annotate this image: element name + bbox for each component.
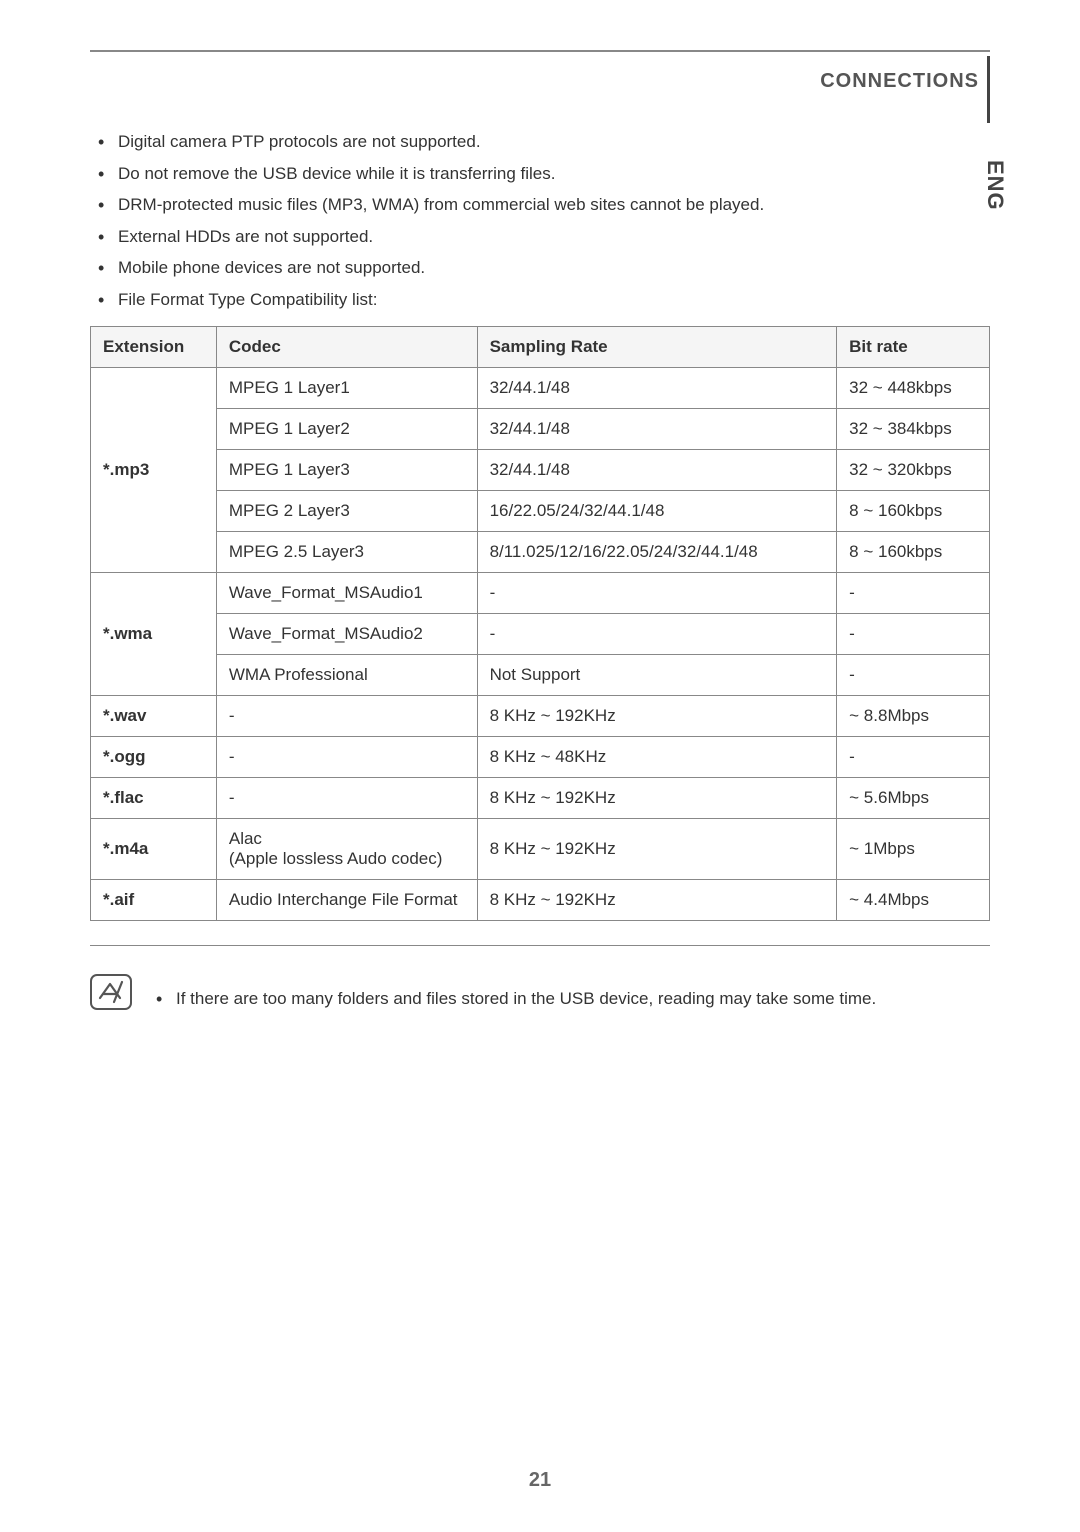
table-row: *.m4aAlac (Apple lossless Audo codec)8 K… [91, 819, 990, 880]
cell-sampling-rate: 32/44.1/48 [477, 368, 837, 409]
list-item: Mobile phone devices are not supported. [90, 255, 990, 281]
note-icon [90, 974, 132, 1010]
table-row: MPEG 2 Layer316/22.05/24/32/44.1/488 ~ 1… [91, 491, 990, 532]
list-item: External HDDs are not supported. [90, 224, 990, 250]
cell-codec: Wave_Format_MSAudio1 [216, 573, 477, 614]
separator [90, 945, 990, 946]
footnote-item: If there are too many folders and files … [148, 986, 876, 1012]
cell-codec: Alac (Apple lossless Audo codec) [216, 819, 477, 880]
cell-sampling-rate: 8/11.025/12/16/22.05/24/32/44.1/48 [477, 532, 837, 573]
cell-sampling-rate: 8 KHz ~ 192KHz [477, 778, 837, 819]
table-row: *.flac-8 KHz ~ 192KHz~ 5.6Mbps [91, 778, 990, 819]
cell-codec: - [216, 778, 477, 819]
table-row: MPEG 1 Layer232/44.1/4832 ~ 384kbps [91, 409, 990, 450]
cell-sampling-rate: 8 KHz ~ 192KHz [477, 880, 837, 921]
table-row: *.wav-8 KHz ~ 192KHz~ 8.8Mbps [91, 696, 990, 737]
cell-bit-rate: - [837, 614, 990, 655]
cell-bit-rate: 32 ~ 448kbps [837, 368, 990, 409]
cell-extension: *.aif [91, 880, 217, 921]
cell-extension: *.wma [91, 573, 217, 696]
table-row: WMA ProfessionalNot Support- [91, 655, 990, 696]
cell-bit-rate: ~ 1Mbps [837, 819, 990, 880]
page-number: 21 [0, 1469, 1080, 1492]
table-header-row: Extension Codec Sampling Rate Bit rate [91, 327, 990, 368]
cell-sampling-rate: 16/22.05/24/32/44.1/48 [477, 491, 837, 532]
cell-codec: MPEG 1 Layer3 [216, 450, 477, 491]
footnote-block: If there are too many folders and files … [90, 974, 990, 1018]
table-row: MPEG 1 Layer332/44.1/4832 ~ 320kbps [91, 450, 990, 491]
table-row: *.aifAudio Interchange File Format8 KHz … [91, 880, 990, 921]
cell-sampling-rate: Not Support [477, 655, 837, 696]
cell-bit-rate: - [837, 573, 990, 614]
cell-sampling-rate: 8 KHz ~ 192KHz [477, 696, 837, 737]
cell-sampling-rate: 32/44.1/48 [477, 409, 837, 450]
section-title: CONNECTIONS [90, 56, 990, 123]
page: ENG CONNECTIONS Digital camera PTP proto… [0, 0, 1080, 1018]
list-item: Digital camera PTP protocols are not sup… [90, 129, 990, 155]
cell-sampling-rate: 8 KHz ~ 48KHz [477, 737, 837, 778]
cell-bit-rate: ~ 8.8Mbps [837, 696, 990, 737]
cell-extension: *.ogg [91, 737, 217, 778]
cell-codec: MPEG 2 Layer3 [216, 491, 477, 532]
cell-extension: *.mp3 [91, 368, 217, 573]
col-codec: Codec [216, 327, 477, 368]
cell-codec: WMA Professional [216, 655, 477, 696]
table-row: MPEG 2.5 Layer38/11.025/12/16/22.05/24/3… [91, 532, 990, 573]
cell-codec: MPEG 1 Layer2 [216, 409, 477, 450]
col-bit-rate: Bit rate [837, 327, 990, 368]
notes-list: Digital camera PTP protocols are not sup… [90, 129, 990, 312]
table-row: *.mp3MPEG 1 Layer132/44.1/4832 ~ 448kbps [91, 368, 990, 409]
cell-codec: Audio Interchange File Format [216, 880, 477, 921]
col-extension: Extension [91, 327, 217, 368]
cell-bit-rate: ~ 4.4Mbps [837, 880, 990, 921]
cell-codec: - [216, 696, 477, 737]
cell-bit-rate: ~ 5.6Mbps [837, 778, 990, 819]
cell-bit-rate: - [837, 655, 990, 696]
cell-bit-rate: 8 ~ 160kbps [837, 532, 990, 573]
header-rule [90, 50, 990, 52]
list-item: Do not remove the USB device while it is… [90, 161, 990, 187]
footnote-list: If there are too many folders and files … [148, 980, 876, 1018]
table-row: Wave_Format_MSAudio2-- [91, 614, 990, 655]
cell-extension: *.wav [91, 696, 217, 737]
list-item: File Format Type Compatibility list: [90, 287, 990, 313]
cell-codec: MPEG 1 Layer1 [216, 368, 477, 409]
cell-bit-rate: 32 ~ 384kbps [837, 409, 990, 450]
cell-codec: Wave_Format_MSAudio2 [216, 614, 477, 655]
cell-codec: MPEG 2.5 Layer3 [216, 532, 477, 573]
cell-bit-rate: 32 ~ 320kbps [837, 450, 990, 491]
table-row: *.ogg-8 KHz ~ 48KHz- [91, 737, 990, 778]
cell-extension: *.m4a [91, 819, 217, 880]
table-row: *.wmaWave_Format_MSAudio1-- [91, 573, 990, 614]
compat-table: Extension Codec Sampling Rate Bit rate *… [90, 326, 990, 921]
cell-sampling-rate: - [477, 573, 837, 614]
list-item: DRM-protected music files (MP3, WMA) fro… [90, 192, 990, 218]
cell-sampling-rate: - [477, 614, 837, 655]
cell-sampling-rate: 32/44.1/48 [477, 450, 837, 491]
cell-codec: - [216, 737, 477, 778]
cell-bit-rate: 8 ~ 160kbps [837, 491, 990, 532]
col-sampling-rate: Sampling Rate [477, 327, 837, 368]
cell-extension: *.flac [91, 778, 217, 819]
cell-sampling-rate: 8 KHz ~ 192KHz [477, 819, 837, 880]
cell-bit-rate: - [837, 737, 990, 778]
